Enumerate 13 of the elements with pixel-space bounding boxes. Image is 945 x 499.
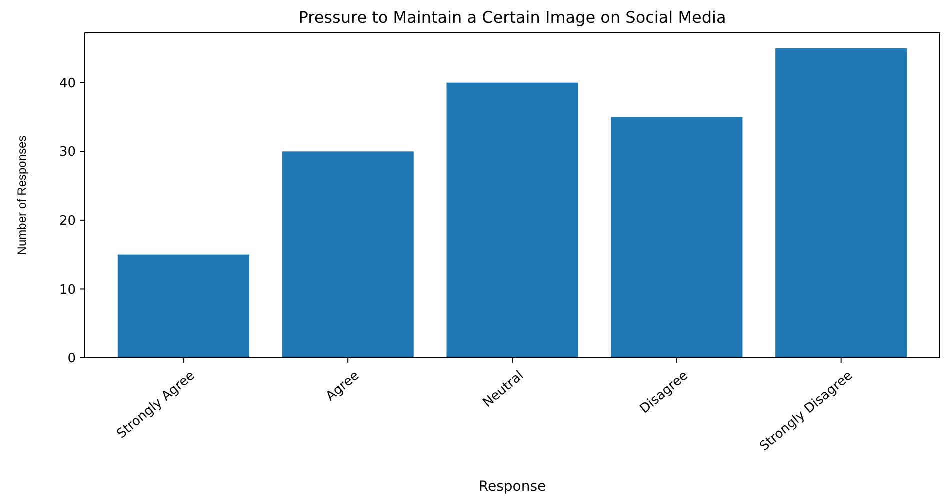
y-axis-title: Number of Responses (15, 136, 29, 256)
y-tick-label: 10 (59, 282, 76, 298)
y-tick-label: 0 (68, 352, 76, 367)
bar (118, 254, 250, 358)
bar (282, 152, 414, 358)
y-tick-label: 20 (59, 214, 76, 229)
bar (611, 117, 743, 358)
bar (776, 48, 908, 358)
x-axis-title: Response (478, 479, 546, 495)
bar (446, 82, 578, 358)
chart-title: Pressure to Maintain a Certain Image on Social Media (298, 8, 726, 27)
y-tick-label: 30 (59, 145, 76, 160)
y-tick-label: 40 (59, 76, 76, 92)
